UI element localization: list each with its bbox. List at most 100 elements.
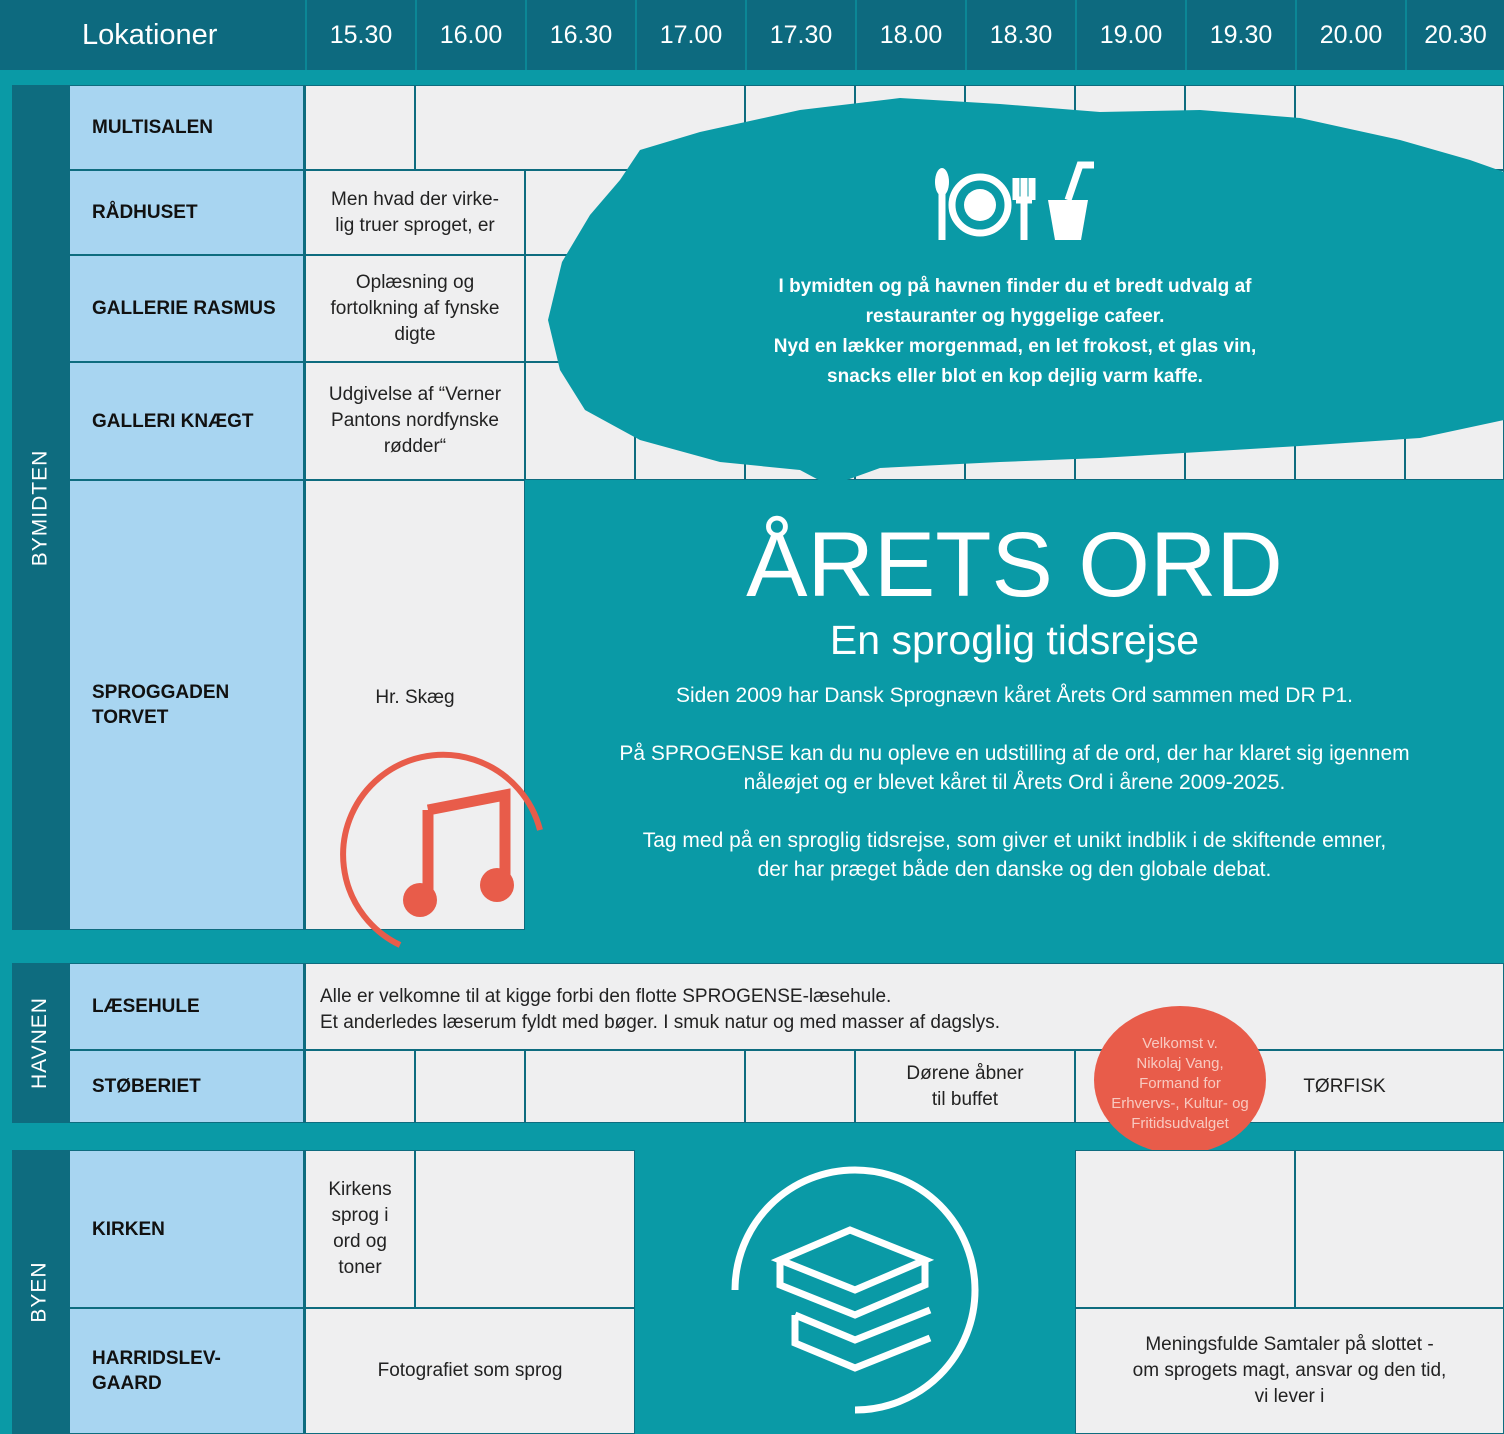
welcome-text: Velkomst v. Nikolaj Vang, Formand for Erhve… (1090, 1034, 1270, 1152)
location-name: RÅDHUSET (92, 202, 198, 223)
event-text: Pantons nordfynske (331, 410, 499, 431)
slot (416, 1051, 524, 1122)
slot: Men hvad der virke-lig truer sproget, er (306, 171, 524, 254)
time-header: 18.30 (965, 0, 1075, 70)
food-line: snacks eller blot en kop dejlig varm kaf… (827, 366, 1203, 387)
time-header: 16.30 (525, 0, 635, 70)
brush-blob (548, 98, 1504, 486)
location: GALLERI KNÆGT (70, 363, 303, 479)
location: STØBERIET (70, 1051, 303, 1122)
event-text: Dørene åbner (906, 1062, 1024, 1084)
event-text: Men hvad der virke- (331, 188, 499, 210)
location: HARRIDSLEV- GAARD (70, 1309, 303, 1433)
slot: Fotografiet som sprog (306, 1309, 634, 1433)
event-text: Hr. Skæg (375, 687, 455, 708)
event-text: om sprogets magt, ansvar og den tid, (1132, 1360, 1447, 1381)
location-name: GALLERIE RASMUS (92, 298, 276, 319)
slot (306, 86, 414, 169)
time-header: 19.30 (1185, 0, 1295, 70)
event-text: Oplæsning og (355, 271, 475, 293)
event-text: Fotografiet som sprog (377, 1360, 563, 1381)
slot (306, 1051, 414, 1122)
feature-subtitle: En sproglig tidsrejse (829, 617, 1200, 663)
feature-paragraph: Tag med på en sproglig tidsrejse, som gi… (643, 826, 1387, 884)
paragraph-line: der har præget både den danske og den gl… (757, 858, 1272, 881)
paragraph-line: På SPROGENSE kan du nu opleve en udstill… (619, 742, 1410, 765)
location-name: GALLERI KNÆGT (92, 410, 254, 432)
event-text: Udgivelse af “Verner (328, 384, 502, 405)
time-header: 17.30 (745, 0, 855, 70)
feature-text: ÅRETS ORD En sproglig tidsrejse Siden 2009… (525, 515, 1504, 900)
location-name: HARRIDSLEV- (92, 1348, 221, 1369)
food-line: Nyd en lækker morgenmad, en let frokost,… (773, 336, 1257, 357)
time-header: 20.30 (1405, 0, 1504, 70)
location-name: KIRKEN (92, 1218, 165, 1240)
location: MULTISALEN (70, 86, 303, 169)
feature-paragraph: På SPROGENSE kan du nu opleve en udstill… (619, 739, 1409, 797)
welcome-line: Fritidsudvalget (1131, 1115, 1229, 1132)
slot (526, 1051, 744, 1122)
welcome-line: Nikolaj Vang, (1136, 1055, 1224, 1072)
location: SPROGGADEN TORVET (70, 481, 303, 929)
location-name: MULTISALEN (92, 117, 214, 138)
event-text: sprog i (331, 1205, 389, 1226)
welcome-line: Formand for (1139, 1075, 1221, 1092)
event-text: toner (338, 1257, 382, 1278)
event-text: TØRFISK (1303, 1075, 1386, 1097)
slot (416, 1151, 634, 1307)
event-text: Kirkens (328, 1179, 392, 1200)
book-icon (731, 1166, 979, 1414)
paragraph-line: Tag med på en sproglig tidsrejse, som gi… (642, 829, 1387, 852)
food-icons (935, 161, 1094, 240)
time-header: 17.00 (635, 0, 745, 70)
event-text: Alle er velkomne til at kigge forbi den … (320, 986, 892, 1007)
event-text: ord og (333, 1231, 387, 1252)
food-line: restauranter og hyggelige cafeer. (865, 306, 1165, 327)
food-line: I bymidten og på havnen finder du et bre… (778, 276, 1252, 297)
slot (1296, 1151, 1503, 1307)
event-text: rødder“ (383, 436, 447, 457)
time-header: 20.00 (1295, 0, 1405, 70)
event-text: lig truer sproget, er (335, 214, 495, 236)
time-header: 18.00 (855, 0, 965, 70)
music-icon (340, 751, 543, 948)
welcome-badge (1094, 1006, 1266, 1150)
slot (746, 1051, 854, 1122)
welcome-line: Velkomst v. (1142, 1035, 1218, 1052)
slot: Alle er velkomne til at kigge forbi den … (306, 964, 1503, 1049)
event-text: digte (394, 323, 436, 345)
slot: Kirkens sprog i ord og toner (306, 1151, 414, 1307)
time-header: 16.00 (415, 0, 525, 70)
location: RÅDHUSET (70, 171, 303, 254)
location-name: STØBERIET (92, 1076, 201, 1097)
header-title: Lokationer (82, 18, 218, 51)
time-header: 19.00 (1075, 0, 1185, 70)
event-text: Et anderledes læserum fyldt med bøger. I… (320, 1012, 1001, 1033)
event-text: til buffet (931, 1088, 999, 1110)
header-bar (0, 0, 1504, 70)
location-name: GAARD (92, 1373, 162, 1394)
feature-block (525, 480, 1504, 930)
slot: Meningsfulde Samtaler på slottet - om spr… (1076, 1309, 1503, 1433)
location-name: TORVET (92, 707, 169, 728)
feature-paragraph: Siden 2009 har Dansk Sprognævn kåret Åre… (676, 681, 1353, 710)
food-text: I bymidten og på havnen finder du et bre… (640, 272, 1390, 392)
slot: Udgivelse af “Verner Pantons nordfynske rø… (306, 363, 524, 479)
location: GALLERIE RASMUS (70, 256, 303, 361)
welcome-line: Erhvervs-, Kultur- og (1111, 1095, 1249, 1112)
event-text: fortolkning af fynske (330, 297, 500, 319)
slot (1076, 1151, 1294, 1307)
paragraph-line: nåleøjet og er blevet kåret til Årets Or… (743, 771, 1286, 794)
location-name: SPROGGADEN (92, 682, 230, 703)
slot: Oplæsning og fortolkning af fynske digte (306, 256, 524, 361)
location-name: LÆSEHULE (92, 996, 200, 1017)
event-text: Meningsfulde Samtaler på slottet - (1145, 1334, 1434, 1355)
paragraph-line: Siden 2009 har Dansk Sprognævn kåret Åre… (676, 684, 1353, 707)
slot: Dørene åbner til buffet (856, 1051, 1074, 1122)
time-header: 15.30 (305, 0, 415, 70)
feature-title: ÅRETS ORD (746, 514, 1283, 616)
location: KIRKEN (70, 1151, 303, 1307)
